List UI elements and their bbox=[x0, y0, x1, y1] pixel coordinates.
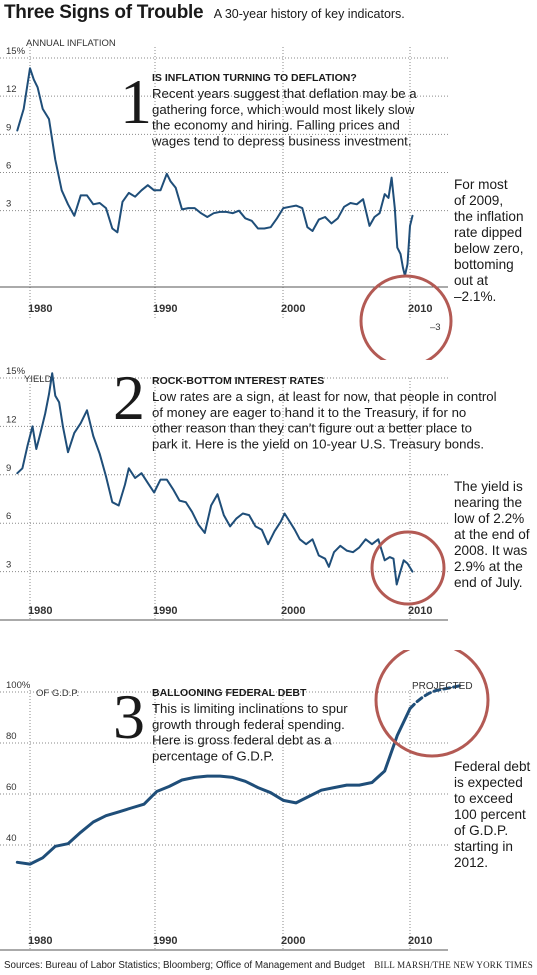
y-tick-label: 15% bbox=[6, 366, 26, 377]
credit-text: BILL MARSH/THE NEW YORK TIMES bbox=[374, 960, 533, 970]
note-line: Federal debt bbox=[454, 759, 531, 774]
y-tick-label: 12 bbox=[6, 84, 17, 95]
series-line bbox=[15, 707, 412, 866]
note-line: at the end of bbox=[454, 527, 530, 542]
yield-chart: 15% 12 9 6 3 YIELD 1980 1990 2000 2010 2 ROCK-BOTTO… bbox=[0, 362, 497, 621]
y-tick-label: 100% bbox=[6, 680, 31, 691]
y-tick-label: 3 bbox=[6, 199, 11, 210]
x-tick-label: 1990 bbox=[153, 935, 177, 947]
y-tick-label: 15% bbox=[6, 46, 26, 57]
yield-note: The yield is nearing the low of 2.2% at … bbox=[454, 479, 530, 591]
x-tick-label: 1980 bbox=[28, 605, 52, 617]
debt-chart: 100% 80 60 40 OF G.D.P. 1980 1990 2000 2010 3 BALL… bbox=[0, 650, 490, 951]
y-tick-label: 9 bbox=[6, 122, 11, 133]
inflation-note: For most of 2009, the inflation rate dip… bbox=[454, 177, 524, 305]
section-description-line: growth through federal spending. bbox=[152, 717, 345, 732]
note-line: 2.9% at the bbox=[454, 559, 523, 574]
section-description-line: Low rates are a sign, at least for now, … bbox=[152, 389, 497, 404]
x-tick-label: 1990 bbox=[153, 605, 177, 617]
y-tick-label: 3 bbox=[6, 560, 11, 571]
section-description-line: Recent years suggest that deflation may … bbox=[152, 86, 417, 101]
x-tick-label: 1980 bbox=[28, 935, 52, 947]
section-number: 2 bbox=[113, 362, 145, 433]
section-description-line: gathering force, which would most likely… bbox=[152, 102, 415, 117]
section-title: BALLOONING FEDERAL DEBT bbox=[152, 687, 307, 699]
section-description-line: percentage of G.D.P. bbox=[152, 748, 274, 763]
note-line: is expected bbox=[454, 775, 523, 790]
section-description-line: other reason than they can't figure out … bbox=[152, 421, 472, 436]
section-description-line: Here is gross federal debt as a bbox=[152, 733, 332, 748]
y-tick-label: –3 bbox=[430, 322, 441, 333]
y-tick-label: 6 bbox=[6, 161, 11, 172]
inflation-chart: 15% 12 9 6 3 –3 ANNUAL INFLATION 1980 1990 2000 20… bbox=[0, 38, 453, 360]
note-line: out at bbox=[454, 273, 489, 288]
x-tick-label: 1980 bbox=[28, 303, 52, 315]
note-line: nearing the bbox=[454, 495, 523, 510]
note-line: rate dipped bbox=[454, 225, 523, 240]
y-axis-label: OF G.D.P. bbox=[36, 688, 79, 699]
debt-note: Federal debt is expected to exceed 100 p… bbox=[454, 759, 530, 871]
x-tick-label: 1990 bbox=[153, 303, 177, 315]
section-number: 1 bbox=[120, 66, 152, 137]
section-description-line: the economy and hiring. Falling prices a… bbox=[152, 118, 400, 133]
section-title: IS INFLATION TURNING TO DEFLATION? bbox=[152, 72, 357, 84]
section-description-line: This is limiting inclinations to spur bbox=[152, 701, 348, 716]
section-title: ROCK-BOTTOM INTEREST RATES bbox=[152, 375, 324, 387]
note-line: to exceed bbox=[454, 791, 513, 806]
projected-label: PROJECTED bbox=[412, 681, 473, 692]
note-line: of G.D.P. bbox=[454, 823, 509, 838]
note-line: 100 percent bbox=[454, 807, 526, 822]
sources-text: Sources: Bureau of Labor Statistics; Blo… bbox=[4, 960, 365, 971]
y-tick-label: 9 bbox=[6, 463, 11, 474]
x-tick-label: 2000 bbox=[281, 935, 305, 947]
x-tick-label: 2010 bbox=[408, 935, 432, 947]
footer: Sources: Bureau of Labor Statistics; Blo… bbox=[4, 960, 533, 971]
note-line: The yield is bbox=[454, 479, 523, 494]
header: Three Signs of Trouble A 30-year history… bbox=[4, 2, 405, 24]
y-tick-label: 6 bbox=[6, 511, 11, 522]
note-line: 2012. bbox=[454, 855, 489, 870]
note-line: end of July. bbox=[454, 575, 523, 590]
x-tick-label: 2000 bbox=[281, 605, 305, 617]
series-line bbox=[16, 372, 414, 586]
series-line bbox=[16, 67, 414, 277]
highlight-circle bbox=[359, 274, 453, 360]
section-description-line: park it. Here is the yield on 10-year U.… bbox=[152, 436, 484, 451]
section-description-line: of money are eager to hand it to the Tre… bbox=[152, 405, 466, 420]
section-number: 3 bbox=[113, 681, 145, 752]
y-tick-label: 80 bbox=[6, 731, 17, 742]
note-line: 2008. It was bbox=[454, 543, 528, 558]
page-title: Three Signs of Trouble bbox=[4, 2, 204, 23]
note-line: –2.1%. bbox=[454, 289, 497, 304]
projected-series-line bbox=[408, 684, 463, 711]
highlight-circle bbox=[370, 530, 446, 606]
note-line: For most bbox=[454, 177, 508, 192]
y-tick-label: 60 bbox=[6, 782, 17, 793]
highlight-circle bbox=[374, 650, 490, 758]
note-line: the inflation bbox=[454, 209, 524, 224]
page-subtitle: A 30-year history of key indicators. bbox=[213, 7, 405, 21]
x-tick-label: 2000 bbox=[281, 303, 305, 315]
note-line: below zero, bbox=[454, 241, 524, 256]
note-line: of 2009, bbox=[454, 193, 504, 208]
x-tick-label: 2010 bbox=[408, 303, 432, 315]
y-axis-label: ANNUAL INFLATION bbox=[26, 38, 116, 49]
y-tick-label: 40 bbox=[6, 833, 17, 844]
section-description-line: wages tend to depress business investmen… bbox=[151, 133, 412, 148]
y-tick-label: 12 bbox=[6, 414, 17, 425]
note-line: bottoming bbox=[454, 257, 514, 272]
x-tick-label: 2010 bbox=[408, 605, 432, 617]
y-axis-label: YIELD bbox=[24, 374, 52, 385]
note-line: starting in bbox=[454, 839, 513, 854]
note-line: low of 2.2% bbox=[454, 511, 525, 526]
